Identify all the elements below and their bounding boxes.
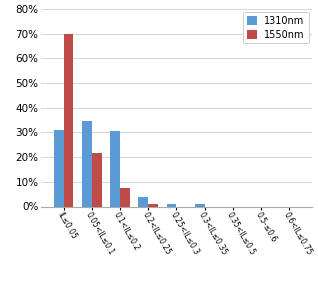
Bar: [167, 204, 176, 206]
Bar: [82, 121, 92, 206]
Bar: [54, 130, 64, 206]
Bar: [120, 188, 130, 206]
Bar: [148, 204, 158, 206]
Bar: [138, 196, 148, 206]
Bar: [110, 131, 120, 206]
Bar: [64, 34, 73, 206]
Legend: 1310nm, 1550nm: 1310nm, 1550nm: [243, 12, 309, 43]
Bar: [92, 153, 102, 206]
Bar: [195, 204, 205, 206]
